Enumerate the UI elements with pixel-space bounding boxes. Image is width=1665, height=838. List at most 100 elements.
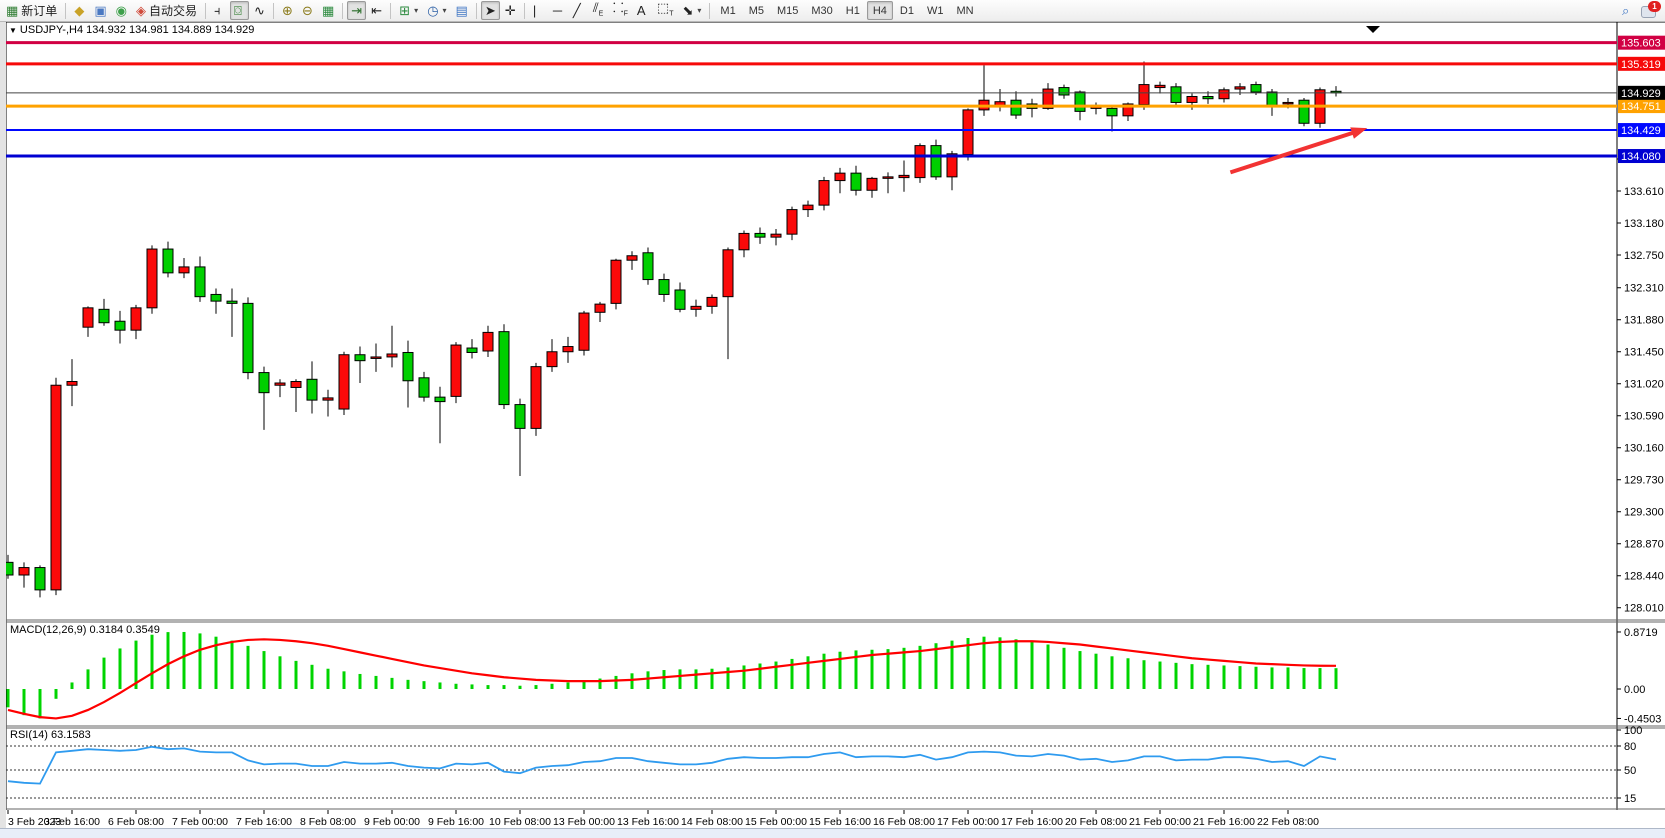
candle	[882, 176, 894, 179]
zoom-out-button[interactable]: ⊖	[298, 1, 317, 20]
zoom-in-button[interactable]: ⊕	[278, 1, 297, 20]
time-tick-label: 8 Feb 08:00	[300, 816, 356, 828]
window-edge	[0, 22, 6, 828]
time-tick-label: 22 Feb 08:00	[1257, 816, 1319, 828]
bar-chart-button[interactable]: ⫞	[210, 1, 229, 20]
auto-trading-button[interactable]: ◈ 自动交易	[132, 1, 201, 20]
new-order-button[interactable]: ▦ 新订单	[2, 1, 61, 20]
indicators-button[interactable]: ⊞ ▾	[395, 1, 422, 20]
vline-tool-button[interactable]: |	[529, 1, 548, 20]
price-badge-label: 135.603	[1621, 38, 1661, 50]
chart-shift-button[interactable]: ⇤	[367, 1, 386, 20]
rsi-indicator-label: RSI(14) 63.1583	[10, 729, 91, 741]
arrows-tool-button[interactable]: ⬊ ▾	[678, 1, 705, 20]
toolbar-separator	[390, 2, 392, 19]
tf-h4-button[interactable]: H4	[866, 1, 893, 20]
trendline-icon: ╱	[572, 3, 581, 18]
tf-w1-button[interactable]: W1	[926, 4, 944, 17]
tf-h1-button[interactable]: H1	[845, 4, 860, 17]
cursor-tool-button[interactable]: ➤	[480, 1, 500, 20]
channel-tool-button[interactable]: ⫽E	[589, 1, 608, 20]
collapse-icon[interactable]: ▼	[9, 26, 17, 35]
candle	[482, 331, 494, 352]
arrow-head	[1350, 127, 1368, 139]
candle	[386, 353, 398, 358]
fibonacci-tool-button[interactable]: ⸬F	[609, 1, 632, 20]
tf-m15-button[interactable]: M15	[776, 4, 799, 17]
chevron-down-icon: ▾	[697, 6, 702, 15]
crosshair-tool-button[interactable]: ✛	[501, 1, 520, 20]
text-label-icon: ⬚T	[656, 0, 674, 18]
search-icon: ⌕	[1622, 3, 1630, 18]
time-tick-label: 17 Feb 00:00	[937, 816, 999, 828]
line-chart-button[interactable]: ∿	[250, 1, 269, 20]
price-tick-label: 132.750	[1624, 250, 1664, 262]
candle	[722, 249, 734, 298]
candle	[370, 356, 382, 359]
auto-trading-label: 自动交易	[148, 4, 197, 18]
fibonacci-icon: ⸬F	[612, 0, 628, 18]
tf-m1-button[interactable]: M1	[720, 4, 736, 17]
templates-button[interactable]: ▤	[452, 1, 472, 20]
candle	[130, 307, 142, 331]
toolbar-separator	[272, 2, 274, 19]
price-tick-label: 133.180	[1624, 218, 1664, 230]
price-badge-label: 135.319	[1621, 59, 1661, 71]
candle	[1298, 99, 1310, 124]
periods-button[interactable]: ◷ ▾	[423, 1, 450, 20]
symbol-ohlc-line[interactable]: ▼ USDJPY-,H4 134.932 134.981 134.889 134.…	[9, 24, 254, 36]
data-window-button[interactable]: ◉	[112, 1, 131, 20]
notifications-button[interactable]: 1	[1637, 0, 1663, 20]
candle	[322, 397, 334, 401]
auto-scroll-button[interactable]: ⇥	[347, 1, 367, 20]
profiles-icon: ▣	[94, 3, 107, 18]
zoom-out-icon: ⊖	[301, 3, 313, 18]
price-badge-label: 134.080	[1621, 151, 1661, 163]
candle	[498, 331, 510, 406]
candle	[1074, 91, 1086, 112]
tf-mn-button[interactable]: MN	[956, 4, 974, 17]
candle	[1282, 101, 1294, 105]
text-label-tool-button[interactable]: ⬚T	[653, 1, 678, 20]
time-tick-label: 21 Feb 00:00	[1129, 816, 1191, 828]
new-chart-button[interactable]: ◆	[70, 1, 89, 20]
candle	[50, 384, 62, 591]
candle	[1106, 107, 1118, 117]
price-badge	[1618, 123, 1665, 138]
profiles-button[interactable]: ▣	[90, 1, 110, 20]
time-tick-label: 13 Feb 00:00	[553, 816, 615, 828]
candle	[1138, 84, 1150, 106]
candle	[1218, 89, 1230, 100]
price-tick-label: 129.730	[1624, 475, 1664, 487]
text-tool-button[interactable]: A	[633, 1, 652, 20]
toolbar-separator	[65, 2, 67, 19]
rsi-tick-label: 80	[1624, 741, 1636, 753]
trendline-tool-button[interactable]: ╱	[569, 1, 588, 20]
candlestick-chart-button[interactable]: ⌼	[229, 1, 249, 20]
notification-badge: 1	[1648, 0, 1661, 12]
toolbar-separator	[204, 2, 206, 19]
tf-m30-button[interactable]: M30	[811, 4, 833, 17]
candle	[146, 248, 158, 309]
candle	[578, 312, 590, 351]
tf-m5-button[interactable]: M5	[748, 4, 764, 17]
toolbar-separator	[709, 2, 711, 19]
candle	[802, 204, 814, 211]
candle	[818, 180, 830, 206]
tile-windows-button[interactable]: ▦	[318, 1, 338, 20]
candle	[1250, 84, 1262, 93]
search-button[interactable]: ⌕	[1618, 1, 1637, 20]
candle	[178, 266, 190, 274]
hline-tool-button[interactable]: ─	[549, 1, 568, 20]
candle	[1058, 87, 1070, 96]
candle	[930, 145, 942, 178]
candle	[1010, 99, 1022, 116]
rsi-tick-label: 15	[1624, 793, 1636, 805]
tf-d1-button[interactable]: D1	[899, 4, 914, 17]
rsi-tick-label: 100	[1624, 725, 1642, 737]
candle	[562, 346, 574, 353]
sonar-icon: ◉	[115, 3, 127, 18]
time-tick-label: 6 Feb 08:00	[108, 816, 164, 828]
candle	[114, 320, 126, 331]
